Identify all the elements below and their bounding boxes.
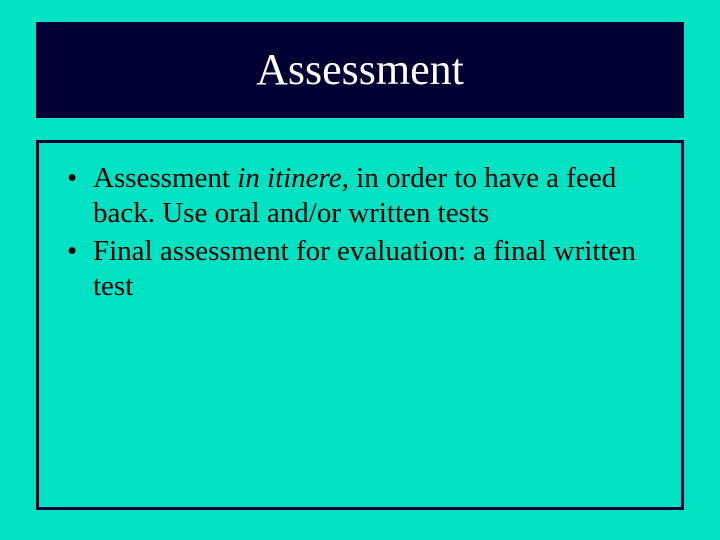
- bullet-text-segment: in itinere,: [237, 162, 349, 194]
- bullet-text-segment: Final assessment for evaluation: a final…: [93, 235, 636, 302]
- slide: Assessment Assessment in itinere, in ord…: [0, 0, 720, 540]
- bullet-item: Final assessment for evaluation: a final…: [59, 234, 661, 305]
- slide-title: Assessment: [256, 46, 464, 94]
- bullet-item: Assessment in itinere, in order to have …: [59, 161, 661, 232]
- title-bar: Assessment: [36, 22, 684, 118]
- bullet-list: Assessment in itinere, in order to have …: [59, 161, 661, 305]
- body-panel: Assessment in itinere, in order to have …: [36, 140, 684, 510]
- bullet-text-segment: Assessment: [93, 162, 237, 194]
